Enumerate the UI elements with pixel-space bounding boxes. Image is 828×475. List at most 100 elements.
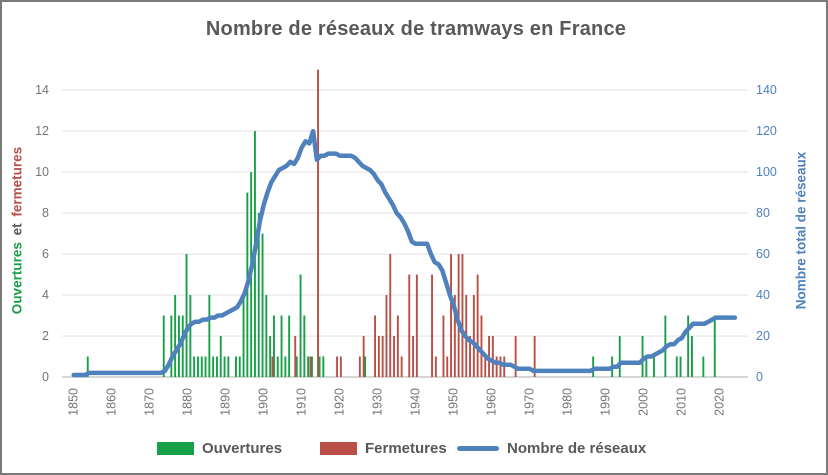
x-axis-tick-label: 1870 bbox=[143, 388, 157, 416]
bar-fermetures-1934 bbox=[393, 336, 395, 377]
right-axis-tick-label: 20 bbox=[756, 329, 770, 343]
left-axis-title: Ouvertures et fermetures bbox=[10, 131, 25, 331]
bar-ouvertures-1901 bbox=[265, 295, 268, 377]
x-axis-tick-label: 1920 bbox=[333, 388, 347, 416]
x-axis-tick-label: 1930 bbox=[371, 388, 385, 416]
bar-fermetures-1933 bbox=[389, 254, 392, 377]
bar-ouvertures-1911 bbox=[303, 315, 306, 377]
bar-ouvertures-1883 bbox=[197, 356, 199, 377]
bar-fermetures-1955 bbox=[472, 295, 475, 377]
bar-ouvertures-1874 bbox=[162, 315, 165, 377]
bar-ouvertures-1891 bbox=[227, 356, 230, 377]
bar-fermetures-1954 bbox=[469, 336, 471, 377]
bar-ouvertures-1886 bbox=[208, 295, 211, 377]
bar-fermetures-1952 bbox=[461, 254, 464, 377]
x-axis-tick-label: 1950 bbox=[447, 388, 461, 416]
bar-ouvertures-1902 bbox=[269, 336, 272, 377]
x-axis-tick-label: 1850 bbox=[67, 388, 81, 416]
bar-fermetures-1950 bbox=[453, 295, 456, 377]
bar-fermetures-1939 bbox=[412, 336, 414, 377]
bar-ouvertures-1913 bbox=[311, 356, 313, 377]
bar-fermetures-1945 bbox=[434, 356, 437, 377]
legend-item-ouvertures: Ouvertures bbox=[157, 435, 282, 461]
bar-ouvertures-1879 bbox=[181, 315, 184, 377]
bar-ouvertures-1880 bbox=[185, 254, 188, 377]
bar-ouvertures-1889 bbox=[219, 336, 222, 377]
bar-ouvertures-2010 bbox=[679, 356, 682, 377]
bar-ouvertures-1916 bbox=[322, 356, 325, 377]
x-axis-tick-label: 1980 bbox=[561, 388, 575, 416]
bar-ouvertures-1882 bbox=[193, 356, 196, 377]
left-axis-title-ouvertures: Ouvertures bbox=[9, 242, 25, 315]
bar-fermetures-1908 bbox=[294, 336, 297, 377]
right-axis-tick-label: 80 bbox=[756, 206, 770, 220]
left-axis-tick-label: 8 bbox=[42, 206, 49, 220]
bar-ouvertures-1909 bbox=[295, 356, 298, 377]
right-axis-tick-label: 100 bbox=[756, 165, 777, 179]
bar-fermetures-1959 bbox=[488, 336, 490, 377]
bar-fermetures-1930 bbox=[377, 336, 380, 377]
bar-fermetures-1935 bbox=[396, 315, 399, 377]
chart-title: Nombre de réseaux de tramways en France bbox=[205, 18, 627, 40]
bar-fermetures-1958 bbox=[484, 356, 487, 377]
left-axis-tick-label: 10 bbox=[35, 165, 49, 179]
bar-ouvertures-1876 bbox=[170, 315, 173, 377]
bar-fermetures-1932 bbox=[385, 295, 388, 377]
legend-item-fermetures: Fermetures bbox=[320, 435, 447, 461]
bar-ouvertures-1893 bbox=[235, 356, 237, 377]
bar-fermetures-1938 bbox=[408, 274, 411, 377]
bar-fermetures-1936 bbox=[400, 356, 403, 377]
left-axis-tick-label: 2 bbox=[42, 329, 49, 343]
bar-ouvertures-1890 bbox=[223, 356, 226, 377]
left-axis-tick-label: 4 bbox=[42, 288, 49, 302]
right-axis-tick-label: 40 bbox=[756, 288, 770, 302]
bar-ouvertures-1927 bbox=[364, 356, 367, 377]
bar-ouvertures-1900 bbox=[261, 233, 264, 377]
bar-ouvertures-2001 bbox=[645, 356, 648, 377]
bar-fermetures-1960 bbox=[491, 336, 494, 377]
x-axis-tick-label: 2010 bbox=[675, 388, 689, 416]
bar-ouvertures-1877 bbox=[174, 295, 177, 377]
bar-fermetures-1947 bbox=[442, 315, 445, 377]
bar-fermetures-1902 bbox=[271, 356, 274, 377]
bar-ouvertures-1884 bbox=[200, 356, 203, 377]
bar-ouvertures-2000 bbox=[641, 336, 644, 377]
bar-ouvertures-1905 bbox=[280, 315, 283, 377]
bar-ouvertures-1899 bbox=[257, 213, 260, 377]
bar-ouvertures-1895 bbox=[242, 295, 245, 377]
bar-ouvertures-1915 bbox=[318, 356, 321, 377]
bar-fermetures-1956 bbox=[476, 274, 479, 377]
left-axis-title-et: et bbox=[9, 223, 25, 236]
x-axis-tick-label: 1880 bbox=[181, 388, 195, 416]
right-axis-tick-label: 60 bbox=[756, 247, 770, 261]
bar-fermetures-1920 bbox=[339, 356, 342, 377]
bar-fermetures-1940 bbox=[415, 274, 418, 377]
legend-label-fermetures: Fermetures bbox=[365, 439, 447, 457]
bar-ouvertures-2016 bbox=[702, 356, 705, 377]
line-nombre-de-reseaux bbox=[71, 128, 738, 378]
bar-ouvertures-1907 bbox=[288, 315, 291, 377]
bar-ouvertures-1894 bbox=[238, 356, 241, 377]
bar-ouvertures-1888 bbox=[216, 356, 218, 377]
bar-fermetures-1966 bbox=[514, 336, 517, 377]
legend-swatch-ouvertures bbox=[157, 441, 194, 455]
x-axis-tick-label: 1990 bbox=[599, 388, 613, 416]
legend: Ouvertures Fermetures Nombre de réseaux bbox=[2, 435, 826, 461]
bar-ouvertures-1903 bbox=[273, 315, 275, 377]
bar-fermetures-1944 bbox=[431, 274, 433, 377]
left-axis-tick-label: 14 bbox=[35, 83, 49, 97]
right-axis-title: Nombre total de réseaux bbox=[793, 151, 809, 310]
bar-ouvertures-1881 bbox=[189, 295, 192, 377]
bar-fermetures-1929 bbox=[374, 315, 376, 377]
bar-fermetures-1971 bbox=[533, 336, 536, 377]
legend-item-reseaux: Nombre de réseaux bbox=[457, 435, 646, 461]
bar-fermetures-1914 bbox=[317, 69, 319, 377]
bar-fermetures-1962 bbox=[499, 356, 502, 377]
bar-ouvertures-1854 bbox=[86, 356, 89, 377]
bar-fermetures-1949 bbox=[450, 254, 452, 377]
x-axis-tick-label: 1970 bbox=[523, 388, 537, 416]
bar-ouvertures-1885 bbox=[204, 356, 207, 377]
bar-ouvertures-1987 bbox=[592, 356, 595, 377]
